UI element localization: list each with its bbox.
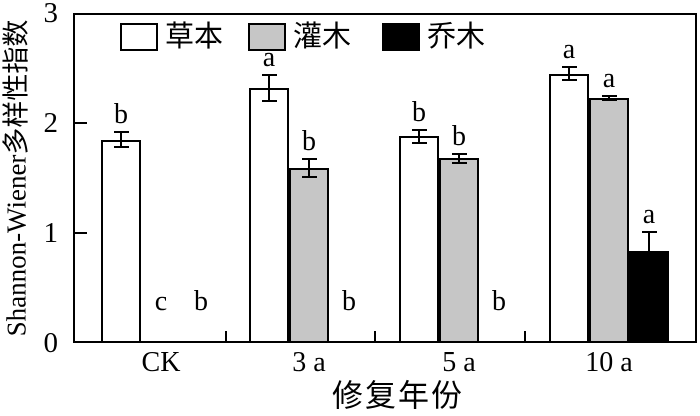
error-bar-cap-top <box>113 130 129 133</box>
bar <box>249 87 289 343</box>
bar <box>549 73 589 343</box>
error-bar-cap-bottom <box>301 175 317 178</box>
significance-letter: b <box>412 96 426 128</box>
legend-label: 乔木 <box>427 21 486 53</box>
error-bar-cap-bottom <box>601 98 617 101</box>
significance-letter: a <box>602 62 616 94</box>
error-bar-cap-top <box>261 73 277 76</box>
y-tick-label: 1 <box>43 217 59 249</box>
legend-item: 灌木 <box>248 21 351 53</box>
error-bar-cap-bottom <box>411 141 427 144</box>
x-tick-label: 10 a <box>585 347 633 378</box>
x-tick-mark <box>524 331 526 341</box>
error-bar-stem <box>648 231 650 270</box>
significance-letter: b <box>452 120 466 152</box>
significance-letter: b <box>114 98 128 130</box>
error-bar-stem <box>568 66 570 81</box>
x-tick-label: CK <box>141 347 181 378</box>
error-bar-stem <box>458 153 460 163</box>
error-bar-cap-bottom <box>261 100 277 102</box>
plot-border-bottom <box>73 341 697 343</box>
error-bar-stem <box>308 159 310 177</box>
x-tick-label: 5 a <box>442 347 476 378</box>
error-bar-cap-top <box>451 152 467 155</box>
bar <box>289 168 329 343</box>
y-axis-label: Shannon-Wiener多样性指数 <box>1 19 32 337</box>
significance-letter: b <box>194 286 208 317</box>
y-tick-label: 2 <box>43 107 59 139</box>
bar <box>589 97 629 343</box>
y-tick-mark <box>75 122 87 124</box>
error-bar-stem <box>268 74 270 101</box>
y-tick-label: 0 <box>43 327 59 359</box>
legend-item: 草本 <box>120 21 223 53</box>
error-bar-cap-top <box>641 230 657 233</box>
plot-border-right <box>695 13 697 343</box>
error-bar-cap-top <box>601 94 617 97</box>
plot-border-left <box>73 13 75 343</box>
significance-letter: a <box>642 198 656 230</box>
bar <box>399 136 439 343</box>
significance-letter: b <box>302 126 316 158</box>
significance-letter: a <box>562 33 576 65</box>
legend-swatch <box>120 23 158 51</box>
error-bar-cap-top <box>561 65 577 68</box>
significance-letter: c <box>154 286 168 317</box>
error-bar-cap-top <box>301 158 317 161</box>
error-bar-cap-bottom <box>451 161 467 164</box>
y-tick-label: 3 <box>43 0 59 29</box>
bar <box>439 158 479 343</box>
error-bar-cap-bottom <box>113 146 129 149</box>
bar <box>629 250 669 343</box>
x-tick-mark <box>374 331 376 341</box>
significance-letter: b <box>342 286 356 317</box>
significance-letter: b <box>492 286 506 317</box>
legend-label: 草本 <box>165 21 224 53</box>
x-axis-label: 修复年份 <box>332 378 464 414</box>
bar <box>101 139 141 343</box>
plot-border-top <box>73 13 697 15</box>
error-bar-cap-top <box>411 128 427 131</box>
error-bar-cap-bottom <box>561 79 577 82</box>
y-tick-mark <box>75 232 87 234</box>
x-tick-mark <box>225 331 227 341</box>
error-bar-stem <box>418 129 420 143</box>
error-bar-stem <box>120 131 122 148</box>
legend-label: 灌木 <box>293 21 352 53</box>
x-tick-label: 3 a <box>292 347 326 378</box>
legend-swatch <box>382 23 420 51</box>
error-bar-cap-bottom <box>641 268 657 271</box>
error-bar-stem <box>608 95 610 100</box>
legend-item: 乔木 <box>382 21 485 53</box>
legend-swatch <box>248 23 286 51</box>
